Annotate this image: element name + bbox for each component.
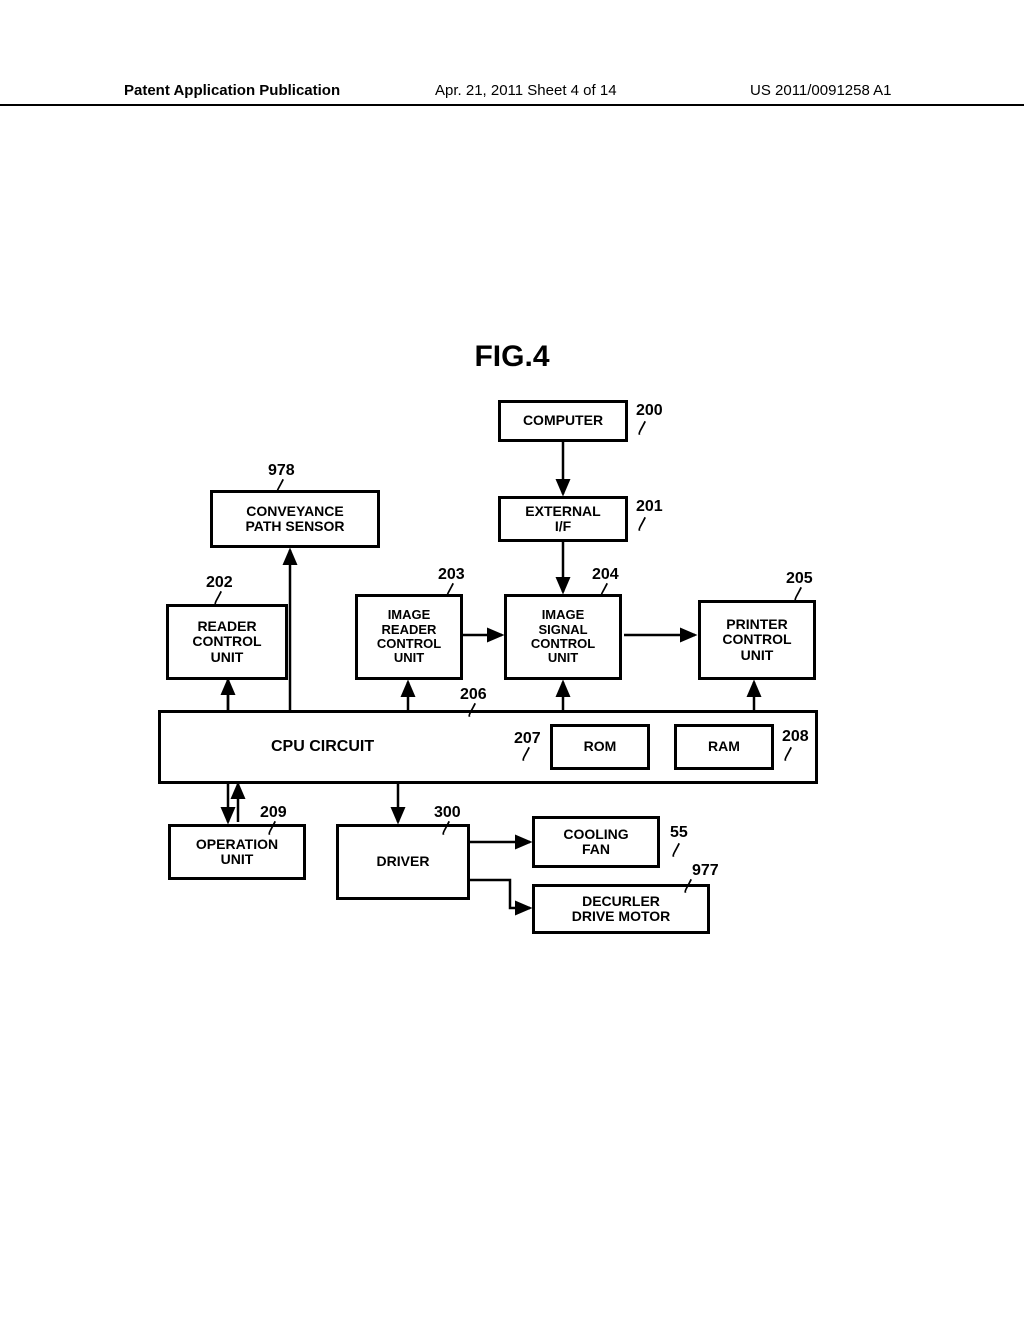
cpu-circuit-label: CPU CIRCUIT [271, 738, 374, 756]
reader-control-box: READER CONTROL UNIT [166, 604, 288, 680]
computer-box: COMPUTER [498, 400, 628, 442]
reader-control-label: READER CONTROL UNIT [192, 619, 261, 665]
page: Patent Application Publication Apr. 21, … [0, 0, 1024, 1320]
decurler-ref: 977 [692, 862, 719, 880]
header-left: Patent Application Publication [124, 82, 340, 99]
tick-icon: 〳 [266, 818, 280, 838]
header-right: US 2011/0091258 A1 [750, 82, 892, 99]
ram-label: RAM [708, 739, 740, 754]
cooling-fan-label: COOLING FAN [563, 827, 628, 858]
figure-title: FIG.4 [0, 340, 1024, 374]
block-diagram: COMPUTER 200 〳 CONVEYANCE PATH SENSOR 97… [150, 390, 870, 990]
printer-control-box: PRINTER CONTROL UNIT [698, 600, 816, 680]
external-if-box: EXTERNAL I/F [498, 496, 628, 542]
image-signal-control-box: IMAGE SIGNAL CONTROL UNIT [504, 594, 622, 680]
rom-box: ROM [550, 724, 650, 770]
tick-icon: 〳 [792, 584, 806, 604]
image-reader-control-box: IMAGE READER CONTROL UNIT [355, 594, 463, 680]
tick-icon: 〳 [440, 818, 454, 838]
image-signal-control-label: IMAGE SIGNAL CONTROL UNIT [531, 608, 595, 665]
conveyance-sensor-label: CONVEYANCE PATH SENSOR [245, 504, 344, 535]
tick-icon: 〳 [682, 876, 696, 896]
cooling-fan-box: COOLING FAN [532, 816, 660, 868]
operation-unit-label: OPERATION UNIT [196, 837, 278, 868]
tick-icon: 〳 [274, 476, 288, 496]
tick-icon: 〳 [636, 418, 650, 438]
tick-icon: 〳 [466, 700, 480, 720]
decurler-label: DECURLER DRIVE MOTOR [572, 894, 671, 925]
header-mid: Apr. 21, 2011 Sheet 4 of 14 [435, 82, 617, 99]
operation-unit-box: OPERATION UNIT [168, 824, 306, 880]
tick-icon: 〳 [444, 580, 458, 600]
printer-control-label: PRINTER CONTROL UNIT [722, 617, 791, 663]
ram-box: RAM [674, 724, 774, 770]
image-reader-control-label: IMAGE READER CONTROL UNIT [377, 608, 441, 665]
tick-icon: 〳 [520, 744, 534, 764]
external-if-label: EXTERNAL I/F [525, 504, 600, 535]
tick-icon: 〳 [636, 514, 650, 534]
tick-icon: 〳 [212, 588, 226, 608]
conveyance-sensor-box: CONVEYANCE PATH SENSOR [210, 490, 380, 548]
rom-label: ROM [584, 739, 617, 754]
connection-lines [150, 390, 870, 990]
tick-icon: 〳 [782, 744, 796, 764]
computer-label: COMPUTER [523, 413, 603, 428]
driver-label: DRIVER [377, 854, 430, 869]
page-header: Patent Application Publication Apr. 21, … [0, 82, 1024, 106]
tick-icon: 〳 [670, 840, 684, 860]
tick-icon: 〳 [598, 580, 612, 600]
